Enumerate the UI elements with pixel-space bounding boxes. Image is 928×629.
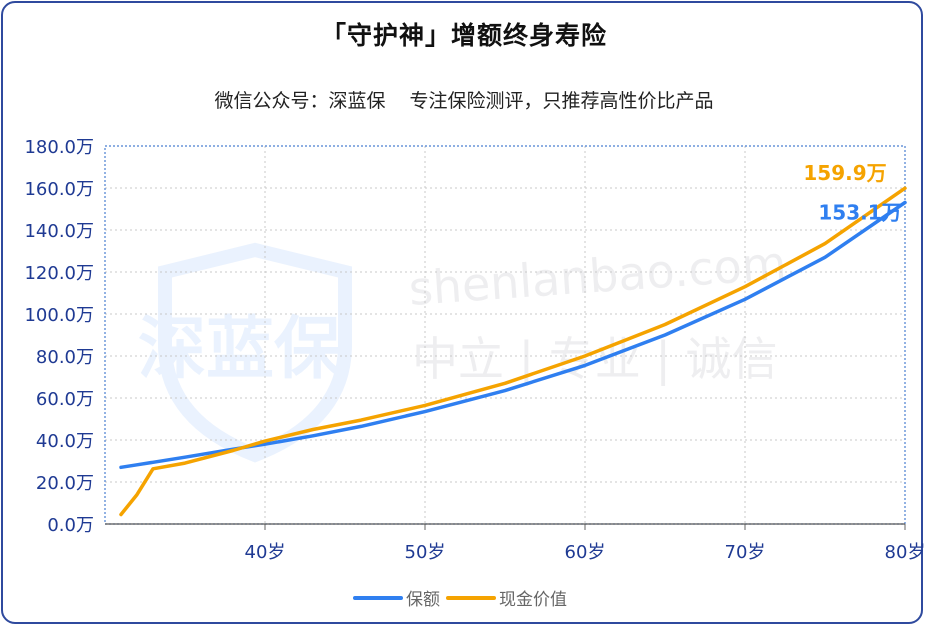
y-tick-label: 80.0万	[36, 347, 94, 368]
legend-label: 现金价值	[499, 590, 567, 610]
series-line-coverage	[119, 200, 907, 470]
watermark-logo-text: 深蓝保	[138, 310, 343, 389]
y-tick-label: 0.0万	[47, 515, 94, 536]
subtitle-account: 微信公众号：深蓝保	[214, 90, 386, 112]
y-tick-label: 160.0万	[24, 179, 94, 200]
x-tick-label: 40岁	[245, 542, 286, 563]
axis-labels: 0.0万 20.0万 40.0万 60.0万 80.0万 100.0万 120.0万 140.…	[24, 137, 925, 563]
x-tick-label: 60岁	[565, 542, 606, 563]
legend-label: 保额	[406, 590, 440, 610]
y-tick-label: 100.0万	[24, 305, 94, 326]
chart-subtitle: 微信公众号：深蓝保 专注保险测评，只推荐高性价比产品	[0, 86, 928, 113]
y-tick-label: 180.0万	[24, 137, 94, 158]
end-value-label: 153.1万	[818, 200, 901, 224]
legend: 保额 现金价值	[353, 590, 567, 610]
axes	[104, 145, 906, 530]
y-tick-label: 140.0万	[24, 221, 94, 242]
series-line-cash-value	[119, 186, 907, 517]
x-tick-label: 70岁	[725, 542, 766, 563]
y-tick-label: 40.0万	[36, 431, 94, 452]
watermark: 深蓝保 shenlanbao.com 中立 | 专业 | 诚信	[138, 236, 788, 463]
y-tick-label: 60.0万	[36, 389, 94, 410]
end-value-label: 159.9万	[803, 161, 886, 185]
chart-title: 「守护神」增额终身寿险	[320, 21, 607, 50]
subtitle-slogan: 专注保险测评，只推荐高性价比产品	[409, 90, 714, 112]
x-tick-label: 80岁	[885, 542, 926, 563]
grid	[105, 146, 905, 524]
y-tick-label: 20.0万	[36, 473, 94, 494]
x-tick-label: 50岁	[405, 542, 446, 563]
series-lines	[119, 186, 907, 517]
watermark-slogan-text: 中立 | 专业 | 诚信	[412, 332, 777, 387]
shield-icon	[158, 242, 352, 463]
y-tick-label: 120.0万	[24, 263, 94, 284]
